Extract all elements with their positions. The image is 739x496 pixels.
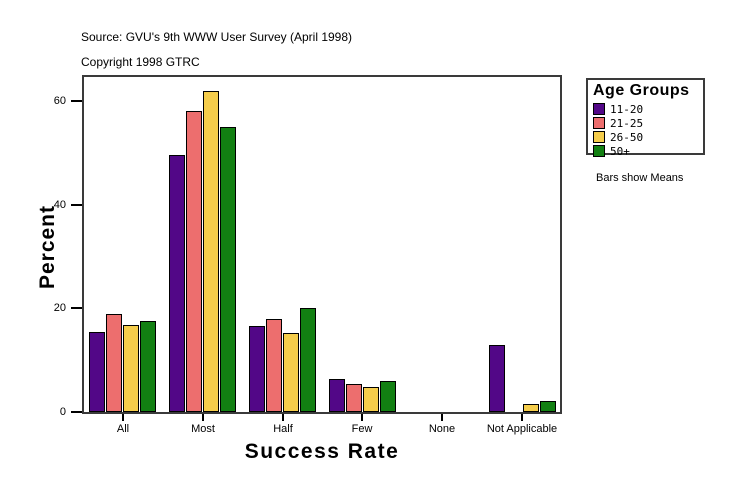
x-axis-tick <box>521 414 523 421</box>
bar-few-11-20 <box>329 379 345 412</box>
bar-not-applicable-26-50 <box>523 404 539 412</box>
chart-copyright-line: Copyright 1998 GTRC <box>81 55 200 69</box>
bar-all-26-50 <box>123 325 139 412</box>
legend-item-21-25: 21-25 <box>593 116 703 130</box>
legend-title: Age Groups <box>593 82 690 99</box>
legend-label: 21-25 <box>610 116 644 130</box>
chart-source-line: Source: GVU's 9th WWW User Survey (April… <box>81 30 353 44</box>
bar-most-50+ <box>220 127 236 412</box>
bar-most-26-50 <box>203 91 219 412</box>
y-axis-tick <box>71 204 82 206</box>
bar-half-50+ <box>300 308 316 412</box>
x-axis-title: Success Rate <box>244 440 400 463</box>
bar-all-11-20 <box>89 332 105 412</box>
legend-swatch-21-25 <box>593 117 605 129</box>
bar-few-50+ <box>380 381 396 412</box>
bar-half-11-20 <box>249 326 265 412</box>
bar-all-21-25 <box>106 314 122 412</box>
y-axis-tick-label: 0 <box>59 406 66 418</box>
y-axis-tick-label: 20 <box>53 302 66 314</box>
legend-label: 50+ <box>610 144 630 158</box>
y-axis-tick <box>71 100 82 102</box>
legend-label: 26-50 <box>610 130 644 144</box>
x-axis-tick <box>361 414 363 421</box>
x-axis-tick <box>122 414 124 421</box>
legend-swatch-26-50 <box>593 131 605 143</box>
legend-note: Bars show Means <box>596 172 684 184</box>
x-axis-tick-label: Most <box>191 423 215 435</box>
legend-items: 11-20 21-25 26-50 50+ <box>593 102 703 158</box>
bar-most-11-20 <box>169 155 185 412</box>
x-axis-tick <box>282 414 284 421</box>
y-axis-tick <box>71 411 82 413</box>
x-axis-tick <box>202 414 204 421</box>
legend-item-50+: 50+ <box>593 144 703 158</box>
x-axis-tick <box>441 414 443 421</box>
bar-not-applicable-50+ <box>540 401 556 412</box>
y-axis-tick-label: 40 <box>53 199 66 211</box>
x-axis-tick-label: Not Applicable <box>486 423 558 435</box>
x-axis-tick-label: All <box>116 423 130 435</box>
legend-item-11-20: 11-20 <box>593 102 703 116</box>
x-axis-tick-label: None <box>428 423 456 435</box>
bar-not-applicable-11-20 <box>489 345 505 412</box>
y-axis-tick <box>71 307 82 309</box>
bar-most-21-25 <box>186 111 202 412</box>
bar-half-26-50 <box>283 333 299 412</box>
bar-few-21-25 <box>346 384 362 412</box>
bar-all-50+ <box>140 321 156 412</box>
legend-label: 11-20 <box>610 102 644 116</box>
y-axis-tick-label: 60 <box>53 95 66 107</box>
x-axis-tick-label: Half <box>273 423 293 435</box>
legend-swatch-11-20 <box>593 103 605 115</box>
x-axis-tick-label: Few <box>351 423 373 435</box>
legend-item-26-50: 26-50 <box>593 130 703 144</box>
bar-few-26-50 <box>363 387 379 412</box>
legend-swatch-50+ <box>593 145 605 157</box>
legend: Age Groups 11-20 21-25 26-50 50+ <box>586 78 705 158</box>
plot-area <box>82 75 562 414</box>
bar-half-21-25 <box>266 319 282 412</box>
